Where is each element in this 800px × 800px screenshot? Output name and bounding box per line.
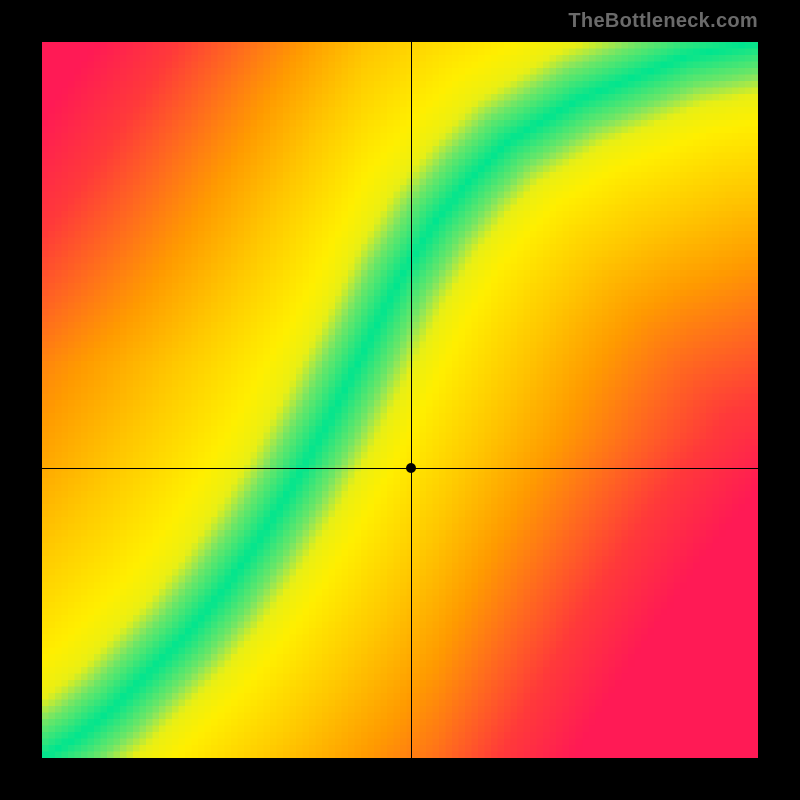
watermark-text: TheBottleneck.com (568, 10, 758, 33)
bottleneck-heatmap (42, 42, 758, 758)
crosshair-horizontal (42, 468, 758, 469)
selection-marker (406, 463, 416, 473)
crosshair-vertical (411, 42, 412, 758)
